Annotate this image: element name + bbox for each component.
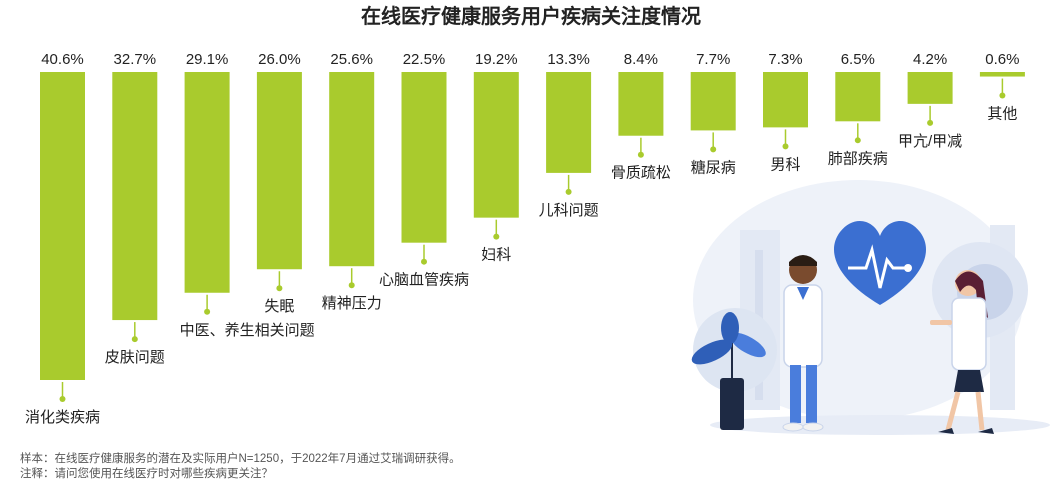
bar-1-value-label: 40.6% xyxy=(41,51,84,68)
bar-14-category-label: 其他 xyxy=(987,106,1017,123)
bar-7-leader-dot xyxy=(493,233,500,240)
bar-11 xyxy=(763,72,808,128)
bar-4 xyxy=(256,72,302,270)
bar-13-leader-dot xyxy=(927,119,934,126)
bar-13-value-label: 4.2% xyxy=(913,51,947,68)
bar-5-value-label: 25.6% xyxy=(330,51,373,68)
bar-7 xyxy=(473,72,519,218)
bar-9-category-label: 骨质疏松 xyxy=(611,165,671,182)
bar-5 xyxy=(329,72,375,267)
bar-5-leader-dot xyxy=(348,282,355,289)
sample-note: 样本：在线医疗健康服务的潜在及实际用户N=1250，于2022年7月通过艾瑞调研… xyxy=(20,453,461,465)
bar-12-category-label: 肺部疾病 xyxy=(828,150,888,167)
chart-notes: 样本：在线医疗健康服务的潜在及实际用户N=1250，于2022年7月通过艾瑞调研… xyxy=(20,452,461,482)
bar-1-category-label: 消化类疾病 xyxy=(25,409,100,426)
bar-6-value-label: 22.5% xyxy=(403,51,446,68)
bar-4-value-label: 26.0% xyxy=(258,51,301,68)
bar-6-category-label: 心脑血管疾病 xyxy=(379,272,469,289)
bar-2-category-label: 皮肤问题 xyxy=(105,349,165,366)
bar-1-leader-dot xyxy=(59,396,66,402)
bar-3 xyxy=(184,72,230,293)
bar-7-value-label: 19.2% xyxy=(475,51,518,68)
remark-note: 注释：请问您使用在线医疗时对哪些疾病更关注？ xyxy=(20,468,273,480)
bar-9 xyxy=(618,72,664,136)
bar-11-value-label: 7.3% xyxy=(768,51,802,68)
chart-title: 在线医疗健康服务用户疾病关注度情况 xyxy=(361,4,701,28)
bar-13-category-label: 甲亢/甲减 xyxy=(898,132,962,150)
bar-12-value-label: 6.5% xyxy=(841,51,875,68)
bar-6-leader-dot xyxy=(421,258,427,265)
bar-8-category-label: 儿科问题 xyxy=(539,202,599,219)
bar-7-category-label: 妇科 xyxy=(481,247,511,264)
bar-10 xyxy=(690,72,736,131)
bar-10-leader-dot xyxy=(710,146,717,153)
bar-3-leader-dot xyxy=(204,308,211,315)
bar-12-leader-dot xyxy=(854,137,861,144)
bar-14-leader-dot xyxy=(999,92,1006,99)
bar-9-leader-dot xyxy=(637,151,644,158)
bar-8 xyxy=(546,72,592,173)
bar-4-category-label: 失眠 xyxy=(264,298,294,315)
bar-1 xyxy=(40,72,85,380)
bar-6 xyxy=(401,72,447,243)
bar-12 xyxy=(835,72,881,122)
bar-11-category-label: 男科 xyxy=(770,156,800,173)
bars-group: 40.6% 消化类疾病 32.7% 皮肤问题 29.1% 中医、养生相关问题 26.0% 失眠… xyxy=(25,51,1025,426)
bar-2 xyxy=(112,72,158,321)
bar-14 xyxy=(979,72,1025,77)
bar-5-category-label: 精神压力 xyxy=(322,295,382,312)
bar-4-leader-dot xyxy=(276,285,283,292)
bar-10-category-label: 糖尿病 xyxy=(691,159,736,176)
bar-2-value-label: 32.7% xyxy=(114,51,157,68)
bar-14-value-label: 0.6% xyxy=(985,51,1019,68)
bar-3-category-label: 中医、养生相关问题 xyxy=(180,322,315,339)
bar-3-value-label: 29.1% xyxy=(186,51,229,68)
bar-8-leader-dot xyxy=(565,188,572,195)
bar-2-leader-dot xyxy=(131,336,138,343)
doctor-illustration xyxy=(691,180,1050,435)
bar-11-leader-dot xyxy=(782,143,789,150)
bar-10-value-label: 7.7% xyxy=(696,51,730,68)
bar-8-value-label: 13.3% xyxy=(547,51,590,68)
bar-13 xyxy=(907,72,953,104)
bar-9-value-label: 8.4% xyxy=(624,51,658,68)
